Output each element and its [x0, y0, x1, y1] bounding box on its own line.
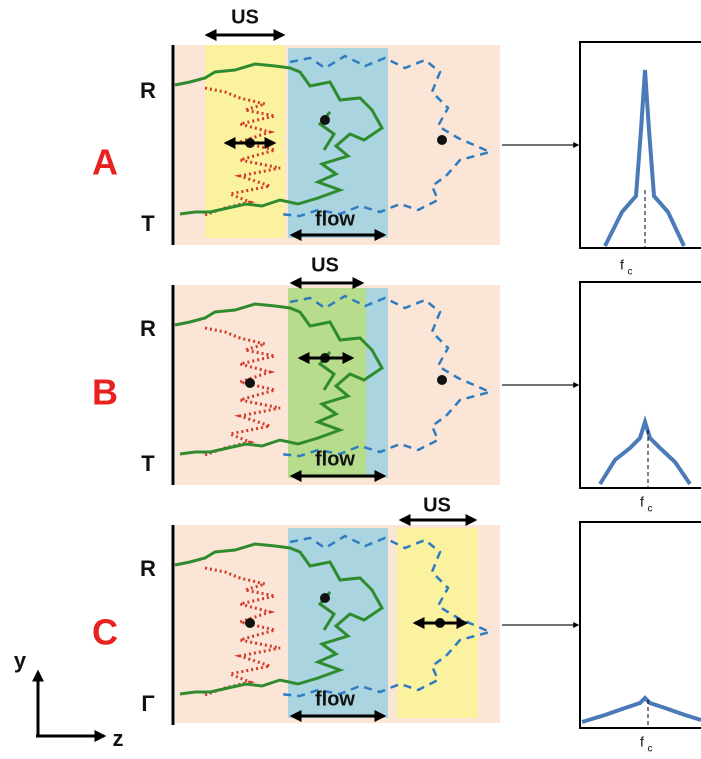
point [320, 115, 330, 125]
panel-label: C [92, 612, 118, 653]
point [437, 375, 447, 385]
flow-label: flow [315, 208, 355, 230]
r-label: R [140, 78, 156, 103]
panel-c: C R Γ US flow f c [92, 494, 701, 755]
spectrum [598, 415, 692, 486]
fc-label: f [640, 494, 644, 510]
point [245, 618, 255, 628]
panel-b: B R T US flow f c [92, 254, 701, 515]
t-label: T [141, 211, 155, 236]
fc-sub: c [628, 267, 633, 278]
flow-label: flow [315, 688, 355, 710]
panel-label: B [92, 372, 118, 413]
us-label: US [231, 6, 259, 28]
panel-a: A R T US flow f c [92, 6, 701, 278]
fc-sub: c [648, 504, 653, 515]
spectrum [581, 695, 701, 724]
r-label: R [140, 556, 156, 581]
fc-sub: c [648, 744, 653, 755]
r-label: R [140, 316, 156, 341]
z-label: z [113, 726, 124, 751]
axes: y z [14, 648, 124, 751]
flow-label: flow [315, 448, 355, 470]
t-label: Γ [141, 691, 154, 716]
y-label: y [14, 648, 27, 673]
us-label: US [311, 254, 339, 276]
point [320, 593, 330, 603]
us-label: US [423, 494, 451, 516]
point [245, 378, 255, 388]
point [437, 135, 447, 145]
t-label: T [141, 451, 155, 476]
spectrum [603, 69, 686, 247]
panel-label: A [92, 142, 118, 183]
fc-label: f [640, 734, 644, 750]
fc-label: f [620, 257, 624, 273]
